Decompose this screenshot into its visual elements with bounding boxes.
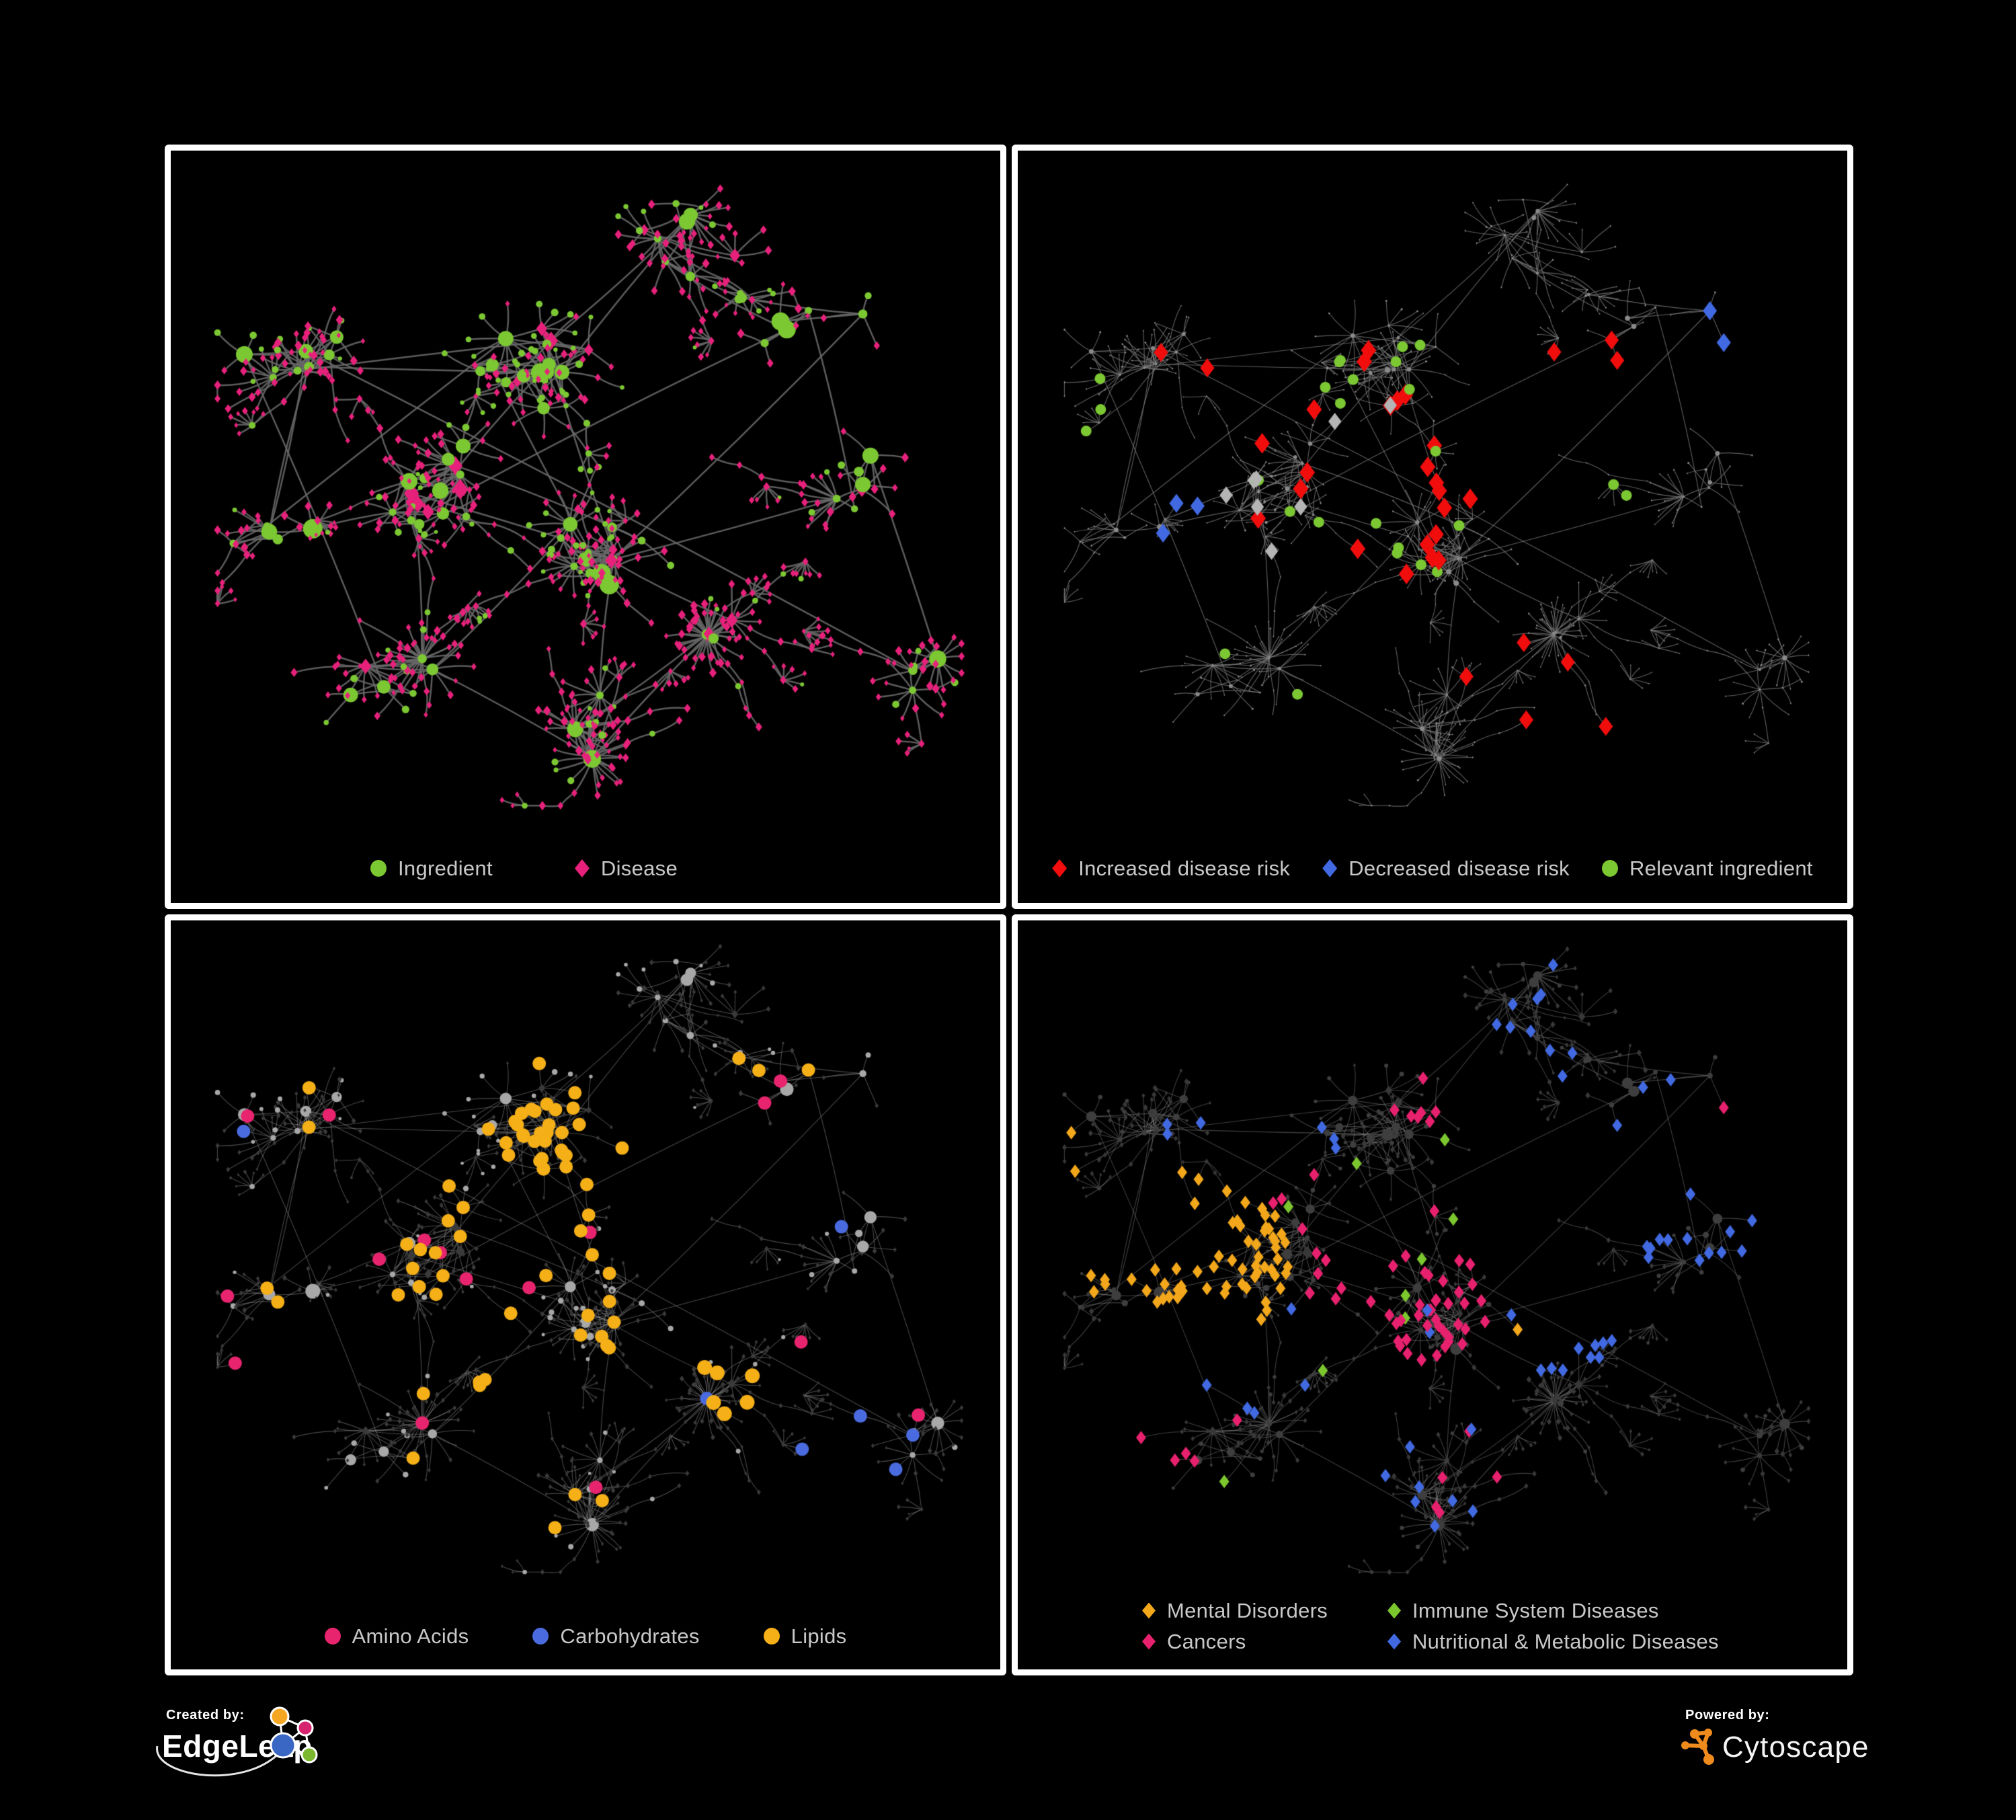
- legend-label: Amino Acids: [352, 1624, 469, 1648]
- legend-label: Lipids: [791, 1624, 847, 1648]
- cytoscape-wordmark: Cytoscape: [1722, 1731, 1869, 1764]
- disease-risk-network-canvas: [1018, 151, 1847, 903]
- decreased-risk-diamond-marker: [1322, 859, 1338, 877]
- legend-disease-risk: Increased disease risk Decreased disease…: [1018, 858, 1847, 879]
- legend-label: Disease: [600, 857, 678, 880]
- panel-disease-classes: Mental Disorders Immune System Diseases …: [1012, 914, 1853, 1675]
- edgeleap-network-icon: [270, 1706, 318, 1764]
- legend-label: Nutritional & Metabolic Diseases: [1412, 1630, 1719, 1653]
- legend-ingredient-classes: Amino Acids Carbohydrates Lipids: [171, 1626, 1000, 1647]
- panel-ingredient-disease: Ingredient Disease: [165, 145, 1006, 909]
- panel-disease-risk: Increased disease risk Decreased disease…: [1012, 145, 1853, 909]
- immune-system-diamond-marker: [1387, 1602, 1401, 1619]
- legend-label: Relevant ingredient: [1629, 857, 1813, 880]
- legend-item-cancers: Cancers: [1142, 1631, 1387, 1652]
- legend-item-increased-risk: Increased disease risk: [1052, 858, 1290, 879]
- legend-item-carbohydrates: Carbohydrates: [532, 1626, 699, 1647]
- disease-classes-network-canvas: [1018, 920, 1847, 1669]
- ingredient-disease-network-canvas: [171, 151, 1000, 903]
- panel-ingredient-classes: Amino Acids Carbohydrates Lipids: [165, 914, 1006, 1675]
- legend-item-decreased-risk: Decreased disease risk: [1322, 858, 1570, 879]
- legend-ingredient-disease: Ingredient Disease: [370, 858, 678, 879]
- legend-item-immune-system-diseases: Immune System Diseases: [1387, 1600, 1719, 1621]
- legend-item-amino-acids: Amino Acids: [324, 1624, 469, 1648]
- relevant-ingredient-circle-marker: [1602, 860, 1618, 877]
- legend-label: Cancers: [1167, 1630, 1246, 1653]
- legend-item-ingredient: Ingredient: [370, 858, 493, 879]
- legend-label: Immune System Diseases: [1412, 1599, 1659, 1622]
- legend-label: Decreased disease risk: [1348, 857, 1570, 880]
- carbohydrates-circle-marker: [532, 1628, 549, 1645]
- legend-label: Carbohydrates: [560, 1624, 700, 1648]
- amino-acids-circle-marker: [324, 1628, 341, 1645]
- cancers-diamond-marker: [1142, 1633, 1156, 1650]
- legend-label: Mental Disorders: [1167, 1599, 1328, 1622]
- mental-disorders-diamond-marker: [1142, 1602, 1156, 1619]
- created-by-label: Created by:: [166, 1708, 245, 1723]
- legend-item-lipids: Lipids: [763, 1624, 847, 1648]
- nutritional-metabolic-diamond-marker: [1387, 1633, 1401, 1650]
- disease-diamond-marker: [574, 859, 590, 877]
- legend-item-nutritional-metabolic-diseases: Nutritional & Metabolic Diseases: [1387, 1631, 1719, 1652]
- legend-label: Ingredient: [398, 857, 493, 880]
- legend-disease-classes: Mental Disorders Immune System Diseases …: [1142, 1600, 1719, 1652]
- cytoscape-logo-icon: [1681, 1729, 1714, 1765]
- legend-label: Increased disease risk: [1078, 857, 1291, 880]
- lipids-circle-marker: [763, 1628, 780, 1645]
- legend-item-relevant-ingredient: Relevant ingredient: [1602, 858, 1813, 879]
- powered-by-label: Powered by:: [1685, 1708, 1770, 1723]
- increased-risk-diamond-marker: [1052, 859, 1067, 877]
- ingredient-circle-marker: [370, 860, 387, 877]
- ingredient-classes-network-canvas: [171, 920, 1000, 1669]
- legend-item-mental-disorders: Mental Disorders: [1142, 1600, 1387, 1621]
- legend-item-disease: Disease: [574, 857, 678, 880]
- edgeleap-swoosh-icon: [156, 1745, 285, 1777]
